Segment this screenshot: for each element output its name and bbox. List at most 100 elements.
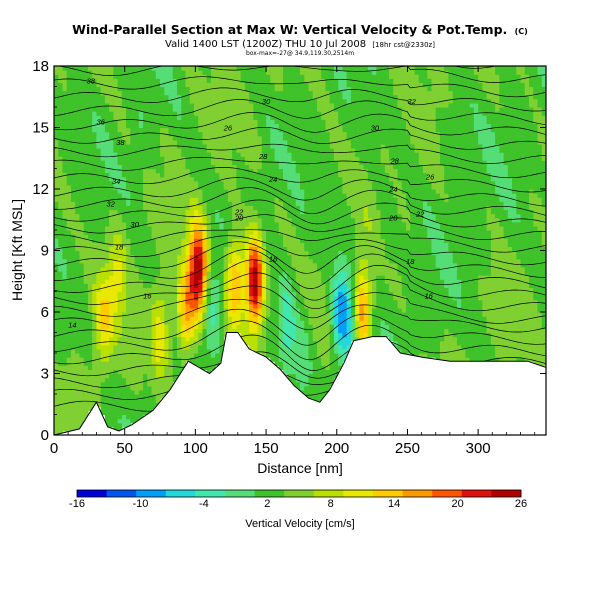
velocity-cell [62,340,68,346]
velocity-cell [143,402,148,407]
velocity-cell [223,66,229,71]
velocity-cell [283,283,288,288]
velocity-cell [121,197,127,202]
velocity-cell [117,193,123,198]
velocity-cell [240,225,246,231]
velocity-cell [219,279,225,284]
velocity-cell [295,254,301,260]
velocity-cell [253,98,259,104]
velocity-cell [104,299,110,305]
velocity-cell [70,246,76,252]
velocity-cell [54,160,59,165]
velocity-cell [198,353,204,358]
velocity-cell [177,320,182,325]
velocity-cell [151,250,157,256]
velocity-cell [96,365,102,370]
velocity-cell [164,266,170,272]
velocity-cell [240,82,246,88]
velocity-cell [58,373,64,379]
velocity-cell [232,90,237,96]
velocity-cell [160,102,165,108]
velocity-cell [87,254,93,260]
velocity-cell [223,242,229,247]
velocity-cell [92,279,98,284]
velocity-cell [274,176,280,182]
velocity-cell [283,70,288,75]
velocity-cell [70,115,76,120]
velocity-cell [62,221,68,227]
velocity-cell [261,312,267,317]
velocity-cell [219,271,225,276]
velocity-cell [164,152,170,157]
velocity-cell [143,348,148,354]
velocity-cell [96,86,102,92]
velocity-cell [151,115,157,120]
velocity-cell [147,86,153,92]
velocity-cell [300,258,305,264]
velocity-cell [96,332,102,338]
velocity-cell [121,418,127,424]
velocity-cell [244,320,250,325]
velocity-cell [270,353,276,358]
velocity-cell [210,250,216,256]
velocity-cell [295,164,301,170]
velocity-cell [155,262,161,268]
velocity-cell [257,66,263,71]
velocity-cell [223,234,229,239]
velocity-cell [113,78,119,83]
velocity-cell [227,152,233,157]
velocity-cell [172,131,178,137]
velocity-cell [138,127,144,133]
velocity-cell [257,139,263,145]
velocity-cell [87,287,93,293]
velocity-cell [198,336,204,342]
velocity-cell [164,164,170,170]
velocity-cell [215,127,221,133]
velocity-cell [75,197,81,202]
velocity-cell [126,402,131,407]
velocity-cell [138,332,144,338]
velocity-cell [189,303,195,309]
velocity-cell [172,275,178,280]
velocity-cell [134,189,140,194]
velocity-cell [79,172,85,178]
velocity-cell [257,324,263,329]
velocity-cell [206,111,212,116]
velocity-cell [75,152,81,157]
velocity-cell [96,389,102,395]
velocity-cell [113,168,119,174]
velocity-cell [75,94,81,100]
velocity-cell [58,230,64,235]
velocity-cell [219,295,225,301]
velocity-cell [54,82,59,88]
velocity-cell [164,369,170,375]
velocity-cell [164,353,170,358]
velocity-cell [300,139,305,145]
velocity-cell [87,246,93,252]
velocity-cell [109,307,114,313]
velocity-cell [266,266,271,272]
velocity-cell [172,271,178,276]
velocity-cell [198,168,204,174]
velocity-cell [147,127,153,133]
velocity-cell [283,66,288,71]
velocity-cell [75,160,81,165]
velocity-cell [113,324,119,329]
velocity-cell [104,115,110,120]
velocity-cell [164,225,170,231]
velocity-cell [232,242,237,247]
velocity-cell [291,275,297,280]
velocity-cell [227,205,233,211]
velocity-cell [185,123,191,129]
velocity-cell [54,369,59,375]
velocity-cell [168,365,174,370]
velocity-cell [168,258,174,264]
velocity-cell [270,111,276,116]
velocity-cell [172,295,178,301]
velocity-cell [66,365,72,370]
velocity-cell [160,344,165,350]
velocity-cell [312,221,318,227]
velocity-cell [79,119,85,124]
velocity-cell [232,94,237,100]
velocity-cell [151,283,157,288]
